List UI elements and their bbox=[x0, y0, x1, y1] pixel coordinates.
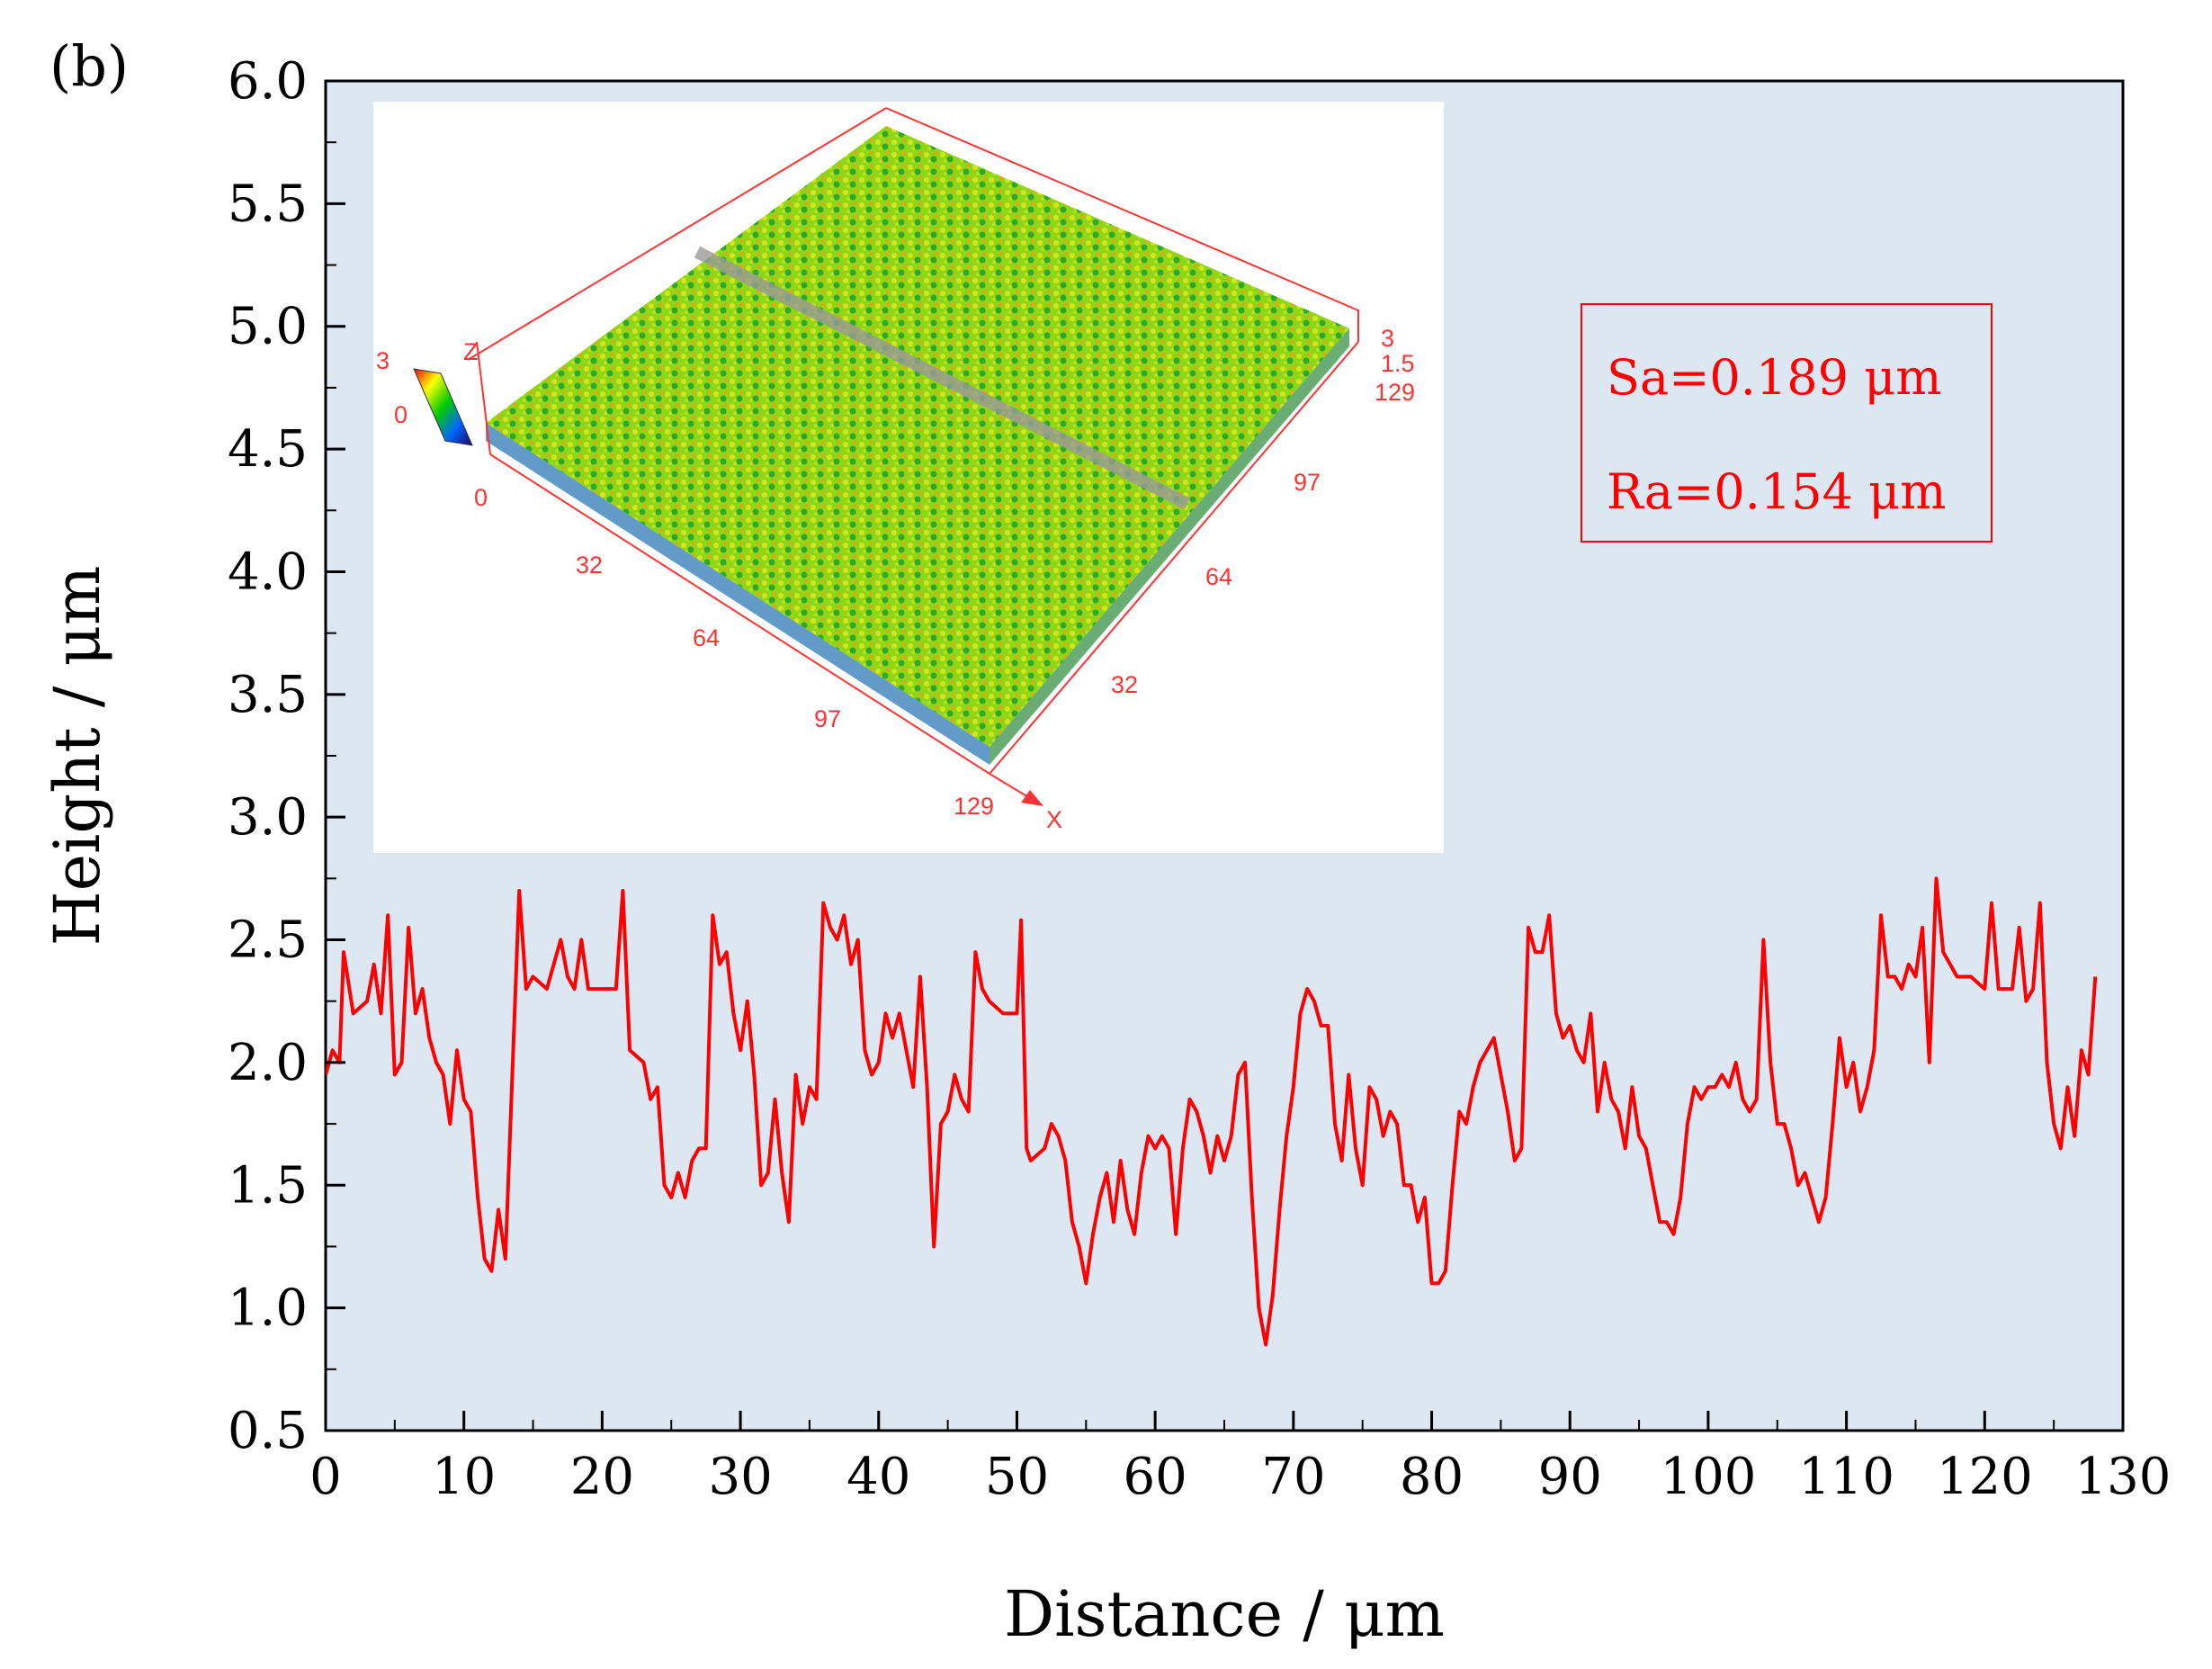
panel-label: (b) bbox=[49, 33, 129, 99]
inset-x-arrow bbox=[1021, 790, 1043, 806]
inset-z-label: Z bbox=[463, 338, 479, 365]
x-tick-label: 110 bbox=[1798, 1448, 1894, 1506]
x-tick-label: 0 bbox=[309, 1448, 342, 1506]
surface-front-edge bbox=[486, 423, 990, 765]
y-tick-label: 5.0 bbox=[228, 298, 308, 356]
x-tick-label: 40 bbox=[846, 1448, 910, 1506]
inset-x-tick-129: 129 bbox=[954, 793, 994, 820]
surface-right-edge bbox=[990, 328, 1349, 765]
inset-z-axis bbox=[476, 341, 491, 455]
inset-x-tick-32: 32 bbox=[576, 552, 603, 579]
inset-x-label: X bbox=[1046, 806, 1062, 833]
annotation-ra: Ra=0.154 μm bbox=[1607, 463, 1946, 520]
x-tick-label: 60 bbox=[1124, 1448, 1187, 1506]
inset-colorbar-tick-3: 3 bbox=[376, 347, 390, 374]
x-tick-label: 70 bbox=[1261, 1448, 1325, 1506]
x-tick-label: 90 bbox=[1538, 1448, 1602, 1506]
inset-surface-map: 3 0 Z X 3 1.5 0 32 64 97 129 32 64 97 12… bbox=[373, 102, 1444, 853]
x-tick-label: 100 bbox=[1660, 1448, 1756, 1506]
y-tick-label: 1.0 bbox=[228, 1279, 308, 1338]
y-tick-label: 5.5 bbox=[228, 175, 308, 233]
inset-x-tick-0: 0 bbox=[474, 484, 488, 511]
x-tick-label: 120 bbox=[1937, 1448, 2033, 1506]
y-tick-label: 1.5 bbox=[228, 1156, 308, 1215]
x-tick-label: 30 bbox=[708, 1448, 772, 1506]
x-tick-label: 130 bbox=[2075, 1448, 2172, 1506]
y-tick-label: 4.0 bbox=[228, 543, 308, 601]
series-line-height-profile bbox=[326, 876, 2098, 1347]
inset-y-tick-97: 97 bbox=[1294, 469, 1321, 496]
annotation-box bbox=[1581, 303, 1993, 543]
y-tick-label: 3.0 bbox=[228, 788, 308, 847]
inset-colorbar bbox=[413, 368, 473, 446]
profile-section-line bbox=[694, 246, 1191, 510]
x-axis-label: Distance / μm bbox=[1004, 1577, 1445, 1651]
y-tick-label: 0.5 bbox=[228, 1402, 308, 1460]
roughness-annotation: Sa=0.189 μm Ra=0.154 μm bbox=[1581, 303, 1993, 543]
y-tick-label: 4.5 bbox=[228, 420, 308, 479]
x-tick-label: 10 bbox=[432, 1448, 496, 1506]
x-tick-label: 80 bbox=[1400, 1448, 1464, 1506]
inset-y-tick-64: 64 bbox=[1205, 563, 1232, 590]
inset-colorbar-tick-0: 0 bbox=[394, 401, 407, 428]
inset-box-back bbox=[885, 107, 1359, 342]
inset-x-tick-64: 64 bbox=[693, 624, 720, 651]
y-tick-label: 6.0 bbox=[228, 52, 308, 111]
annotation-sa: Sa=0.189 μm bbox=[1607, 349, 1942, 406]
surface-top bbox=[486, 126, 1349, 747]
x-axis: 0 10 20 30 40 50 60 70 80 90 100 110 120 130 bbox=[309, 1411, 2171, 1506]
inset-z-tick-1.5: 1.5 bbox=[1381, 350, 1415, 377]
y-tick-label: 2.5 bbox=[228, 911, 308, 970]
y-axis-label: Height / μm bbox=[40, 566, 114, 947]
inset-z-tick-3: 3 bbox=[1381, 325, 1394, 352]
x-tick-label: 20 bbox=[570, 1448, 634, 1506]
inset-box-left bbox=[467, 107, 887, 361]
inset-y-tick-32: 32 bbox=[1111, 671, 1138, 698]
y-tick-label: 2.0 bbox=[228, 1034, 308, 1092]
y-tick-label: 3.5 bbox=[228, 666, 308, 724]
x-tick-label: 50 bbox=[985, 1448, 1049, 1506]
y-axis: 0.5 1.0 1.5 2.0 2.5 3.0 3.5 4.0 4.5 5.0 5.5 6.0 bbox=[228, 52, 345, 1460]
inset-x-tick-97: 97 bbox=[814, 705, 841, 732]
inset-y-tick-129: 129 bbox=[1375, 379, 1415, 406]
